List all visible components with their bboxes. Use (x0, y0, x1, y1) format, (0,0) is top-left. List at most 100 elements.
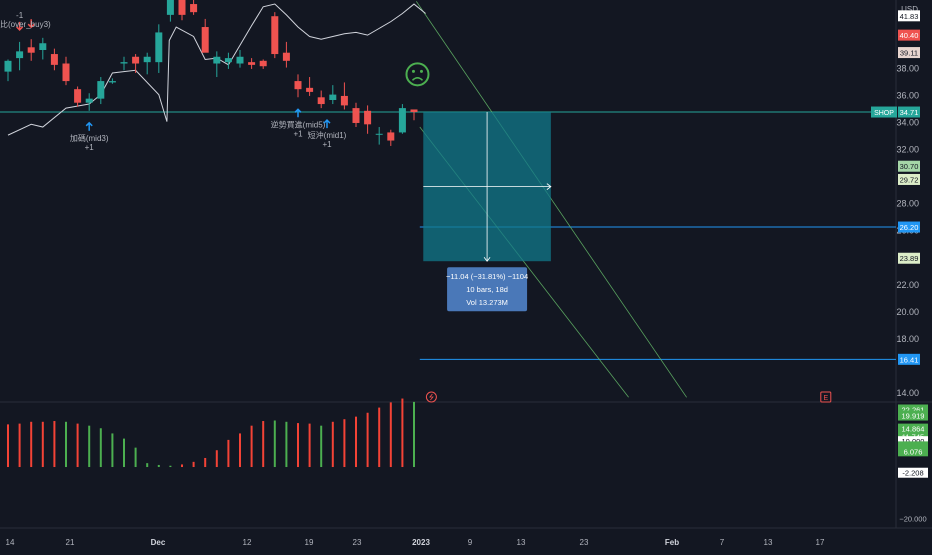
price-label-badge (898, 160, 920, 172)
candle-body[interactable] (39, 43, 47, 50)
histogram-bar[interactable] (215, 450, 218, 468)
price-tick-label: 34.00 (896, 118, 919, 128)
histogram-bar[interactable] (320, 425, 323, 468)
histogram-bar[interactable] (331, 421, 334, 468)
candle-body[interactable] (4, 60, 12, 72)
candle-body[interactable] (410, 109, 418, 113)
buy-signal-count: +1 (85, 143, 95, 152)
histogram-bar[interactable] (250, 425, 253, 468)
histogram-bar[interactable] (204, 457, 207, 468)
histogram-bar[interactable] (88, 425, 91, 468)
candle-body[interactable] (85, 98, 93, 103)
histogram-bar[interactable] (41, 421, 44, 468)
histogram-bar[interactable] (76, 423, 79, 468)
candle-body[interactable] (248, 62, 256, 65)
histogram-bar[interactable] (355, 416, 357, 468)
histogram-bar[interactable] (146, 463, 149, 468)
time-tick-label: 14 (6, 538, 15, 547)
candle-body[interactable] (178, 0, 186, 15)
histogram-bar[interactable] (262, 421, 265, 468)
signal-label: 比(over_buy3) (0, 19, 51, 29)
candle-body[interactable] (143, 56, 151, 63)
candle-body[interactable] (306, 87, 314, 92)
sell-signal-arrow-icon (27, 19, 35, 29)
candle-body[interactable] (387, 132, 395, 141)
candle-body[interactable] (329, 94, 337, 100)
histogram-bar[interactable] (30, 421, 33, 468)
candle-body[interactable] (190, 4, 198, 13)
candle-body[interactable] (282, 52, 290, 61)
histogram-bar[interactable] (227, 439, 230, 468)
histogram-bar[interactable] (111, 433, 114, 468)
candle-body[interactable] (236, 56, 244, 64)
candle-body[interactable] (364, 110, 372, 125)
histogram-bar[interactable] (413, 401, 415, 468)
candle-body[interactable] (155, 32, 163, 63)
buy-signal-count: +1 (293, 129, 303, 138)
histogram-bar[interactable] (99, 428, 102, 468)
histogram-bar[interactable] (366, 412, 369, 468)
histogram-axis-label: -2.208 (902, 469, 923, 478)
histogram-bar[interactable] (53, 421, 56, 468)
histogram-bar[interactable] (169, 465, 172, 468)
candle-body[interactable] (16, 51, 24, 59)
candle-body[interactable] (398, 108, 406, 133)
histogram-bar[interactable] (192, 461, 195, 468)
histogram-bar[interactable] (378, 407, 381, 468)
candle-body[interactable] (317, 97, 325, 105)
candle-body[interactable] (213, 56, 221, 64)
candle-body[interactable] (224, 58, 232, 63)
histogram-bar[interactable] (273, 420, 276, 468)
candle-body[interactable] (340, 95, 348, 106)
measure-label-box (447, 267, 528, 312)
histogram-bar[interactable] (65, 421, 67, 468)
histogram-bar[interactable] (181, 464, 183, 468)
candle-body[interactable] (201, 27, 209, 53)
histogram-bar[interactable] (401, 398, 404, 468)
trend-line[interactable] (415, 1, 687, 398)
candle-body[interactable] (108, 81, 116, 83)
histogram-axis-label: −20.000 (899, 515, 926, 524)
candle-body[interactable] (259, 60, 267, 67)
histogram-bar[interactable] (157, 464, 160, 468)
histogram-label-badge (898, 436, 928, 447)
histogram-axis-label: 14.864 (902, 425, 925, 434)
candle-body[interactable] (50, 54, 58, 65)
histogram-bar[interactable] (123, 438, 125, 468)
dividend-event-icon[interactable] (425, 391, 437, 403)
candle-body[interactable] (271, 16, 279, 55)
candle-body[interactable] (352, 108, 360, 123)
histogram-bar[interactable] (134, 447, 137, 468)
candle-body[interactable] (132, 56, 140, 64)
histogram-bar[interactable] (343, 419, 346, 468)
time-tick-label: 13 (764, 538, 773, 547)
histogram-axis-label: 6.076 (904, 447, 923, 456)
candle-body[interactable] (27, 47, 35, 53)
candle-body[interactable] (294, 81, 302, 90)
histogram-bar[interactable] (308, 423, 311, 468)
histogram-bar[interactable] (297, 423, 299, 468)
candle-body[interactable] (120, 62, 128, 64)
candle-body[interactable] (166, 0, 174, 15)
candle-body[interactable] (62, 63, 70, 82)
histogram-label-badge (898, 404, 928, 415)
histogram-bar[interactable] (18, 423, 21, 468)
buy-signal-arrow-icon (323, 119, 331, 129)
histogram-bar[interactable] (285, 421, 288, 468)
candle-body[interactable] (375, 133, 383, 135)
price-label-text: 41.83 (900, 12, 919, 21)
price-tick-label: 36.00 (896, 91, 919, 101)
buy-signal-label: 短沖(mid1) (308, 130, 347, 140)
histogram-bar[interactable] (389, 402, 392, 468)
price-label-badge (898, 47, 920, 59)
histogram-bar[interactable] (7, 424, 9, 468)
candle-body[interactable] (74, 89, 82, 103)
lightning-icon (429, 393, 434, 401)
histogram-bar[interactable] (239, 433, 241, 468)
candle-body[interactable] (97, 81, 105, 99)
earnings-event-icon[interactable] (820, 391, 832, 403)
time-tick-label: 13 (517, 538, 526, 547)
buy-signal-label: 加碼(mid3) (70, 133, 109, 143)
